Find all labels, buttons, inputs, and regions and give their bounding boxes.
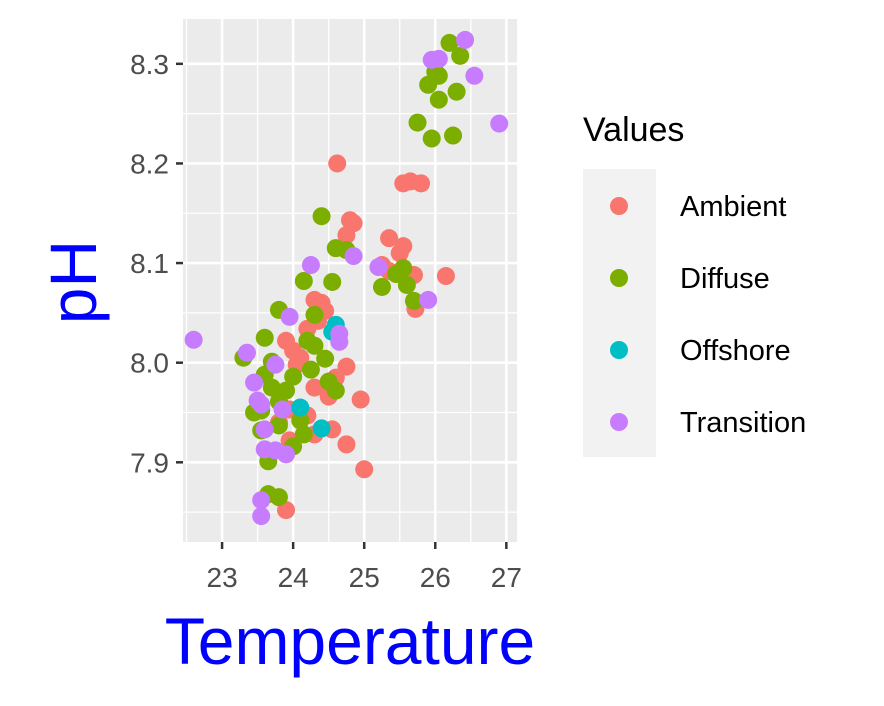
point-transition [280, 307, 299, 326]
legend-label-transition: Transition [680, 407, 806, 439]
point-transition [252, 507, 271, 526]
y-tick-label: 7.9 [130, 447, 169, 478]
point-ambient [305, 378, 324, 397]
point-diffuse [422, 129, 441, 148]
point-offshore [312, 419, 331, 438]
point-diffuse [447, 82, 466, 101]
point-transition [252, 395, 271, 414]
point-diffuse [323, 272, 342, 291]
point-diffuse [429, 90, 448, 109]
point-transition [252, 491, 271, 510]
legend-label-diffuse: Diffuse [680, 263, 770, 295]
plot-panel [183, 19, 517, 542]
point-diffuse [326, 381, 345, 400]
point-ambient [436, 267, 455, 286]
y-tick-label: 8.2 [130, 148, 169, 179]
point-diffuse [444, 126, 463, 145]
x-tick-label: 27 [491, 562, 522, 593]
point-transition [369, 258, 388, 277]
point-transition [245, 373, 264, 392]
point-ambient [390, 244, 409, 263]
legend: Values Ambient Diffuse Offshore Transition [583, 111, 806, 457]
x-tick-label: 24 [278, 562, 309, 593]
legend-title: Values [583, 111, 684, 149]
point-transition [301, 256, 320, 275]
x-tick-label: 25 [349, 562, 380, 593]
point-transition [277, 445, 296, 464]
legend-key-diffuse [610, 269, 628, 287]
point-diffuse [305, 305, 324, 324]
point-diffuse [440, 33, 459, 52]
point-diffuse [262, 378, 281, 397]
point-transition [237, 343, 256, 362]
legend-key-background [583, 169, 656, 457]
point-transition [419, 290, 438, 309]
point-ambient [380, 229, 399, 248]
point-diffuse [294, 271, 313, 290]
point-diffuse [294, 425, 313, 444]
point-transition [273, 400, 292, 419]
legend-key-transition [610, 413, 628, 431]
x-axis: 23 24 25 26 27 [207, 542, 522, 593]
y-tick-label: 8.0 [130, 348, 169, 379]
point-diffuse [372, 277, 391, 296]
legend-key-offshore [610, 341, 628, 359]
point-diffuse [284, 367, 303, 386]
point-diffuse [312, 207, 331, 226]
point-diffuse [301, 360, 320, 379]
point-offshore [291, 398, 310, 417]
y-axis-title: pH [36, 240, 110, 324]
x-tick-label: 26 [420, 562, 451, 593]
y-axis: 7.9 8.0 8.1 8.2 8.3 [130, 49, 183, 478]
point-ambient [355, 460, 374, 479]
x-tick-label: 23 [207, 562, 238, 593]
point-ambient [351, 390, 370, 409]
point-transition [456, 30, 475, 49]
point-transition [266, 355, 285, 374]
point-ambient [337, 226, 356, 245]
point-transition [184, 330, 203, 349]
point-diffuse [255, 328, 274, 347]
point-transition [465, 66, 484, 85]
legend-label-ambient: Ambient [680, 191, 786, 223]
point-diffuse [408, 113, 427, 132]
point-diffuse [451, 46, 470, 65]
point-transition [255, 420, 274, 439]
point-transition [344, 247, 363, 266]
point-ambient [328, 154, 347, 173]
x-axis-title: Temperature [165, 604, 536, 678]
point-diffuse [269, 416, 288, 435]
y-tick-label: 8.3 [130, 49, 169, 80]
point-transition [330, 332, 349, 351]
point-diffuse [291, 411, 310, 430]
point-ambient [337, 435, 356, 454]
y-tick-label: 8.1 [130, 248, 169, 279]
point-diffuse [269, 488, 288, 507]
point-diffuse [419, 75, 438, 94]
data-points [184, 30, 509, 526]
legend-key-ambient [610, 197, 628, 215]
point-diffuse [404, 291, 423, 310]
point-transition [490, 114, 509, 133]
point-ambient [412, 174, 431, 193]
point-transition [422, 50, 441, 69]
point-diffuse [397, 275, 416, 294]
point-diffuse [316, 349, 335, 368]
legend-label-offshore: Offshore [680, 335, 791, 367]
point-diffuse [305, 336, 324, 355]
